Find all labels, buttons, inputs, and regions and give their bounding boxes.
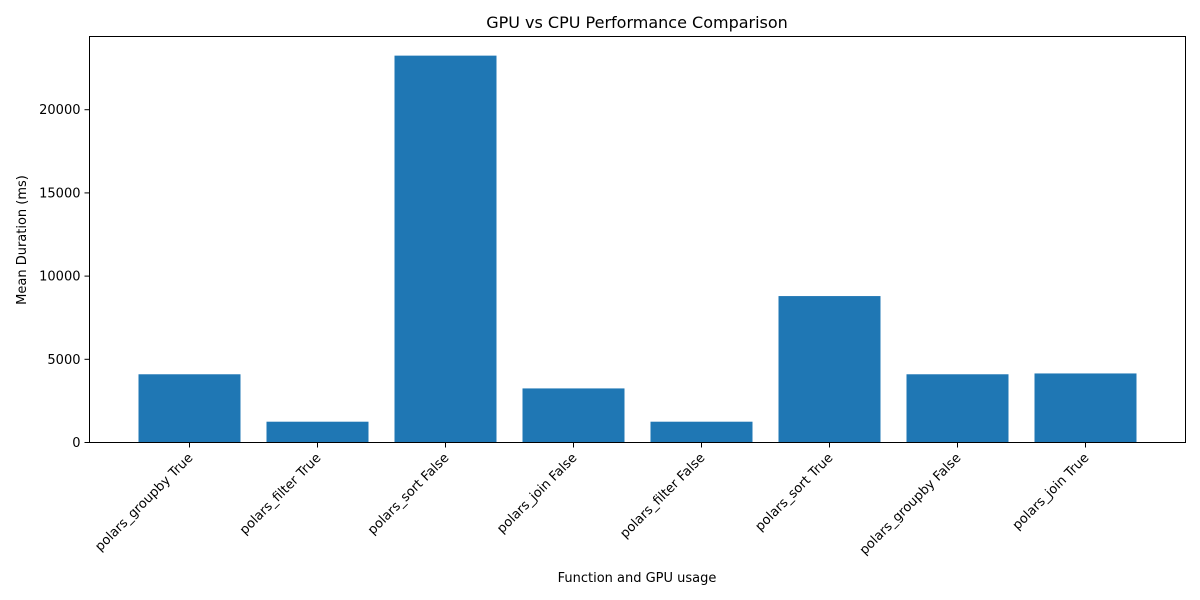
y-tick-label-1: 5000 bbox=[47, 353, 80, 368]
y-tick-label-2: 10000 bbox=[39, 270, 80, 285]
x-tick-label-7: polars_join True bbox=[1010, 451, 1092, 533]
bar-5 bbox=[778, 296, 881, 443]
bar-0 bbox=[138, 374, 241, 443]
x-axis-label: Function and GPU usage bbox=[558, 571, 717, 586]
y-tick-label-4: 20000 bbox=[39, 103, 80, 118]
x-tick-label-0: polars_groupby True bbox=[92, 451, 196, 555]
plot-frame bbox=[89, 36, 1186, 443]
x-tick-label-2: polars_sort False bbox=[365, 451, 452, 538]
x-axis-ticks: polars_groupby True polars_filter True pol… bbox=[92, 442, 1092, 558]
y-tick-label-3: 15000 bbox=[39, 186, 80, 201]
bars-group bbox=[138, 55, 1137, 443]
x-tick-label-1: polars_filter True bbox=[237, 451, 324, 538]
x-tick-label-5: polars_sort True bbox=[753, 451, 837, 535]
chart-title: GPU vs CPU Performance Comparison bbox=[486, 13, 788, 32]
bar-3 bbox=[522, 388, 625, 443]
bar-6 bbox=[906, 374, 1009, 443]
bar-2 bbox=[394, 55, 497, 443]
x-tick-label-3: polars_join False bbox=[494, 451, 580, 537]
bar-4 bbox=[650, 421, 753, 443]
x-tick-label-4: polars_filter False bbox=[618, 451, 709, 542]
y-tick-label-0: 0 bbox=[72, 436, 80, 451]
y-axis-ticks: 0 5000 10000 15000 20000 bbox=[39, 103, 90, 451]
x-tick-label-6: polars_groupby False bbox=[857, 451, 964, 558]
y-axis-label: Mean Duration (ms) bbox=[15, 175, 30, 305]
bar-7 bbox=[1034, 373, 1137, 443]
bar-1 bbox=[266, 421, 369, 443]
